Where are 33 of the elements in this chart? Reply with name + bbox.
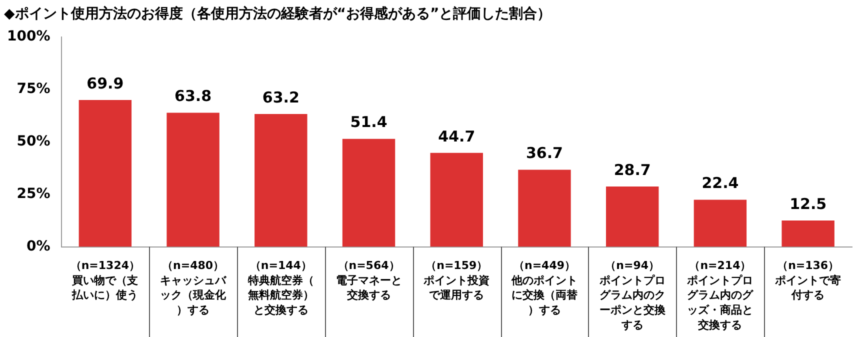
bar [606, 186, 659, 247]
bar [430, 152, 483, 247]
data-label: 28.7 [614, 160, 651, 179]
x-tick-label: （n=480）キャッシュバック（現金化）する [160, 259, 228, 317]
chart-title: ◆ポイント使用方法のお得度（各使用方法の経験者が“お得感がある”と評価した割合） [4, 5, 552, 22]
x-tick-label: （n=564）電子マネーと交換する [336, 259, 402, 302]
x-tick-label: （n=214）ポイントプログラム内のグッズ・商品と交換する [686, 259, 754, 332]
bar [78, 100, 132, 247]
y-tick-label: 50% [16, 133, 50, 150]
bar [518, 170, 571, 247]
y-tick-label: 100% [6, 28, 50, 44]
x-tick-label: （n=94）ポイントプログラム内のクーポンと交換する [598, 259, 666, 332]
bar [694, 200, 747, 247]
y-tick-label: 25% [16, 186, 50, 202]
x-tick-label: （n=449）他のポイントに交換（両替）する [510, 259, 578, 317]
data-label: 12.5 [790, 194, 827, 213]
x-tick-label: （n=136）ポイントで寄付する [774, 259, 842, 302]
x-tick-label: （n=159）ポイント投資で運用する [422, 259, 490, 302]
data-label: 63.2 [262, 88, 300, 106]
bar [782, 220, 834, 247]
data-label: 69.9 [86, 74, 124, 92]
x-tick-label: （n=1324）買い物で（支払いに）使う [70, 259, 140, 302]
data-label: 44.7 [438, 127, 476, 146]
y-tick-label: 0% [26, 238, 50, 254]
data-label: 51.4 [350, 113, 388, 132]
bar [342, 138, 396, 247]
bar [166, 112, 220, 247]
data-label: 36.7 [526, 144, 563, 162]
bar [254, 114, 308, 247]
y-tick-label: 75% [16, 80, 50, 97]
x-tick-label: （n=144）特典航空券（無料航空券）と交換する [246, 259, 314, 317]
data-label: 63.8 [174, 87, 212, 106]
data-label: 22.4 [702, 174, 739, 192]
